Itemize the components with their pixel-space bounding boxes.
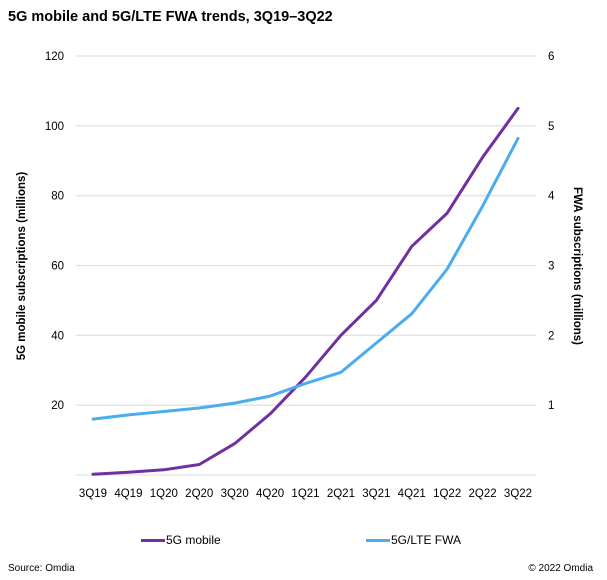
y2-tick-label: 4: [548, 191, 555, 203]
x-tick-label: 1Q20: [150, 488, 178, 500]
x-tick-label: 2Q21: [327, 488, 355, 500]
series-lines: [91, 106, 520, 476]
y-tick-label: 60: [51, 261, 64, 273]
chart-title: 5G mobile and 5G/LTE FWA trends, 3Q19–3Q…: [8, 9, 333, 25]
y-tick-label: 80: [51, 191, 64, 203]
y-tick-label: 20: [51, 400, 64, 412]
series-line-fwa: [91, 136, 520, 421]
y-tick-label: 100: [45, 121, 64, 133]
legend-item-5g-mobile: 5G mobile: [141, 533, 221, 547]
x-tick-label: 4Q20: [256, 488, 284, 500]
y2-tick-label: 6: [548, 51, 554, 63]
y2-tick-label: 5: [548, 121, 554, 133]
legend-label-5g-mobile: 5G mobile: [166, 533, 221, 547]
y-axis-right-label: FWA subscriptions (millions): [571, 187, 583, 345]
y-axis-left-label: 5G mobile subscriptions (millions): [16, 172, 28, 361]
source-note: Source: Omdia: [8, 563, 75, 574]
x-tick-label: 2Q22: [469, 488, 497, 500]
x-tick-label: 3Q21: [362, 488, 390, 500]
x-tick-label: 4Q19: [114, 488, 142, 500]
x-tick-label: 3Q19: [79, 488, 107, 500]
y-tick-label: 120: [45, 51, 64, 63]
x-tick-label: 1Q22: [433, 488, 461, 500]
legend-swatch-5g-mobile: [141, 538, 165, 542]
x-axis-ticks: 3Q19 4Q19 1Q20 2Q20 3Q20 4Q20 1Q21 2Q21 3Q21 4Q21…: [79, 488, 532, 500]
y-tick-label: 40: [51, 330, 64, 342]
legend-label-fwa: 5G/LTE FWA: [391, 533, 462, 547]
series-line-5g-mobile: [91, 106, 520, 476]
legend-item-fwa: 5G/LTE FWA: [366, 533, 461, 547]
y2-tick-label: 1: [548, 400, 554, 412]
legend-swatch-fwa: [366, 538, 390, 542]
x-tick-label: 1Q21: [291, 488, 319, 500]
x-tick-label: 3Q22: [504, 488, 532, 500]
x-tick-label: 2Q20: [185, 488, 213, 500]
y-axis-left-ticks: 20 40 60 80 100 120: [45, 51, 64, 412]
y2-tick-label: 2: [548, 330, 554, 342]
y-axis-right-ticks: 1 2 3 4 5 6: [548, 51, 555, 412]
x-tick-label: 4Q21: [398, 488, 426, 500]
y2-tick-label: 3: [548, 261, 554, 273]
copyright-note: © 2022 Omdia: [528, 563, 593, 574]
x-tick-label: 3Q20: [221, 488, 249, 500]
gridlines: [76, 55, 536, 476]
